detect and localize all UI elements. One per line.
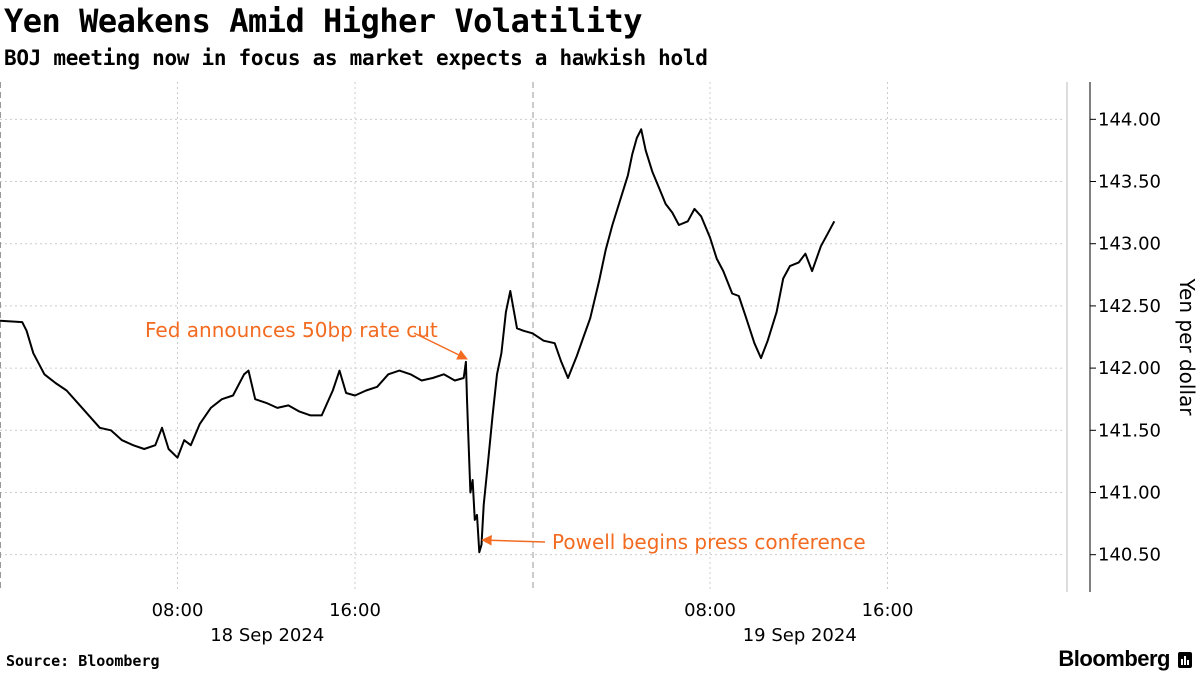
series-layer [0,128,836,554]
brand-logo: Bloomberg [1058,646,1170,671]
y-tick-label: 143.50 [1098,172,1161,193]
chart-title: Yen Weakens Amid Higher Volatility [4,2,643,40]
x-date-label: 19 Sep 2024 [743,625,857,646]
y-tick-label: 142.00 [1098,358,1161,379]
source-note: Source: Bloomberg [6,652,160,670]
x-tick-label: 16:00 [329,600,381,621]
fed-annotation-arrow [413,332,468,360]
bloomberg-bars-icon [1178,652,1192,668]
y-axis: 140.50 141.00 141.50 142.00 142.50 143.00 143.… [1066,82,1161,592]
y-tick-label: 142.50 [1098,296,1161,317]
chart-subtitle: BOJ meeting now in focus as market expec… [4,46,708,70]
y-tick-label: 141.50 [1098,420,1161,441]
annotations: Fed announces 50bp rate cut Powell begins… [145,318,866,554]
y-tick-label: 144.00 [1098,109,1161,130]
x-date-label: 18 Sep 2024 [210,625,324,646]
x-tick-label: 08:00 [152,600,204,621]
y-tick-label: 143.00 [1098,234,1161,255]
x-tick-label: 16:00 [862,600,914,621]
gridlines [0,82,1065,592]
fed-annotation: Fed announces 50bp rate cut [145,318,438,342]
powell-annotation: Powell begins press conference [552,530,866,554]
y-tick-label: 141.00 [1098,482,1161,503]
y-tick-label: 140.50 [1098,545,1161,566]
powell-annotation-arrow [481,535,546,546]
x-tick-label: 08:00 [684,600,736,621]
day-dividers [0,82,534,592]
series-line [0,128,836,554]
y-axis-label: Yen per dollar [1175,277,1199,416]
